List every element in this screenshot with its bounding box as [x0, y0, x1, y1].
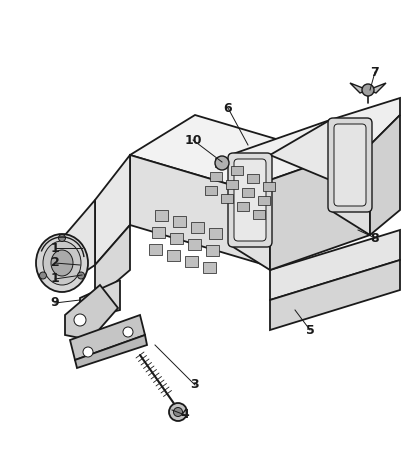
Bar: [173, 216, 185, 227]
Polygon shape: [70, 315, 145, 360]
Text: 1: 1: [50, 273, 59, 285]
Bar: [221, 194, 233, 203]
Bar: [214, 158, 226, 167]
Circle shape: [214, 156, 228, 170]
Circle shape: [58, 235, 65, 241]
Text: 2: 2: [50, 256, 59, 269]
Bar: [206, 245, 218, 256]
Polygon shape: [269, 260, 399, 330]
Polygon shape: [367, 83, 385, 93]
Polygon shape: [75, 335, 147, 368]
Polygon shape: [369, 115, 399, 235]
Circle shape: [83, 347, 93, 357]
Bar: [202, 262, 216, 273]
FancyBboxPatch shape: [327, 118, 371, 212]
Polygon shape: [95, 225, 130, 300]
FancyBboxPatch shape: [228, 153, 271, 247]
Bar: [204, 186, 216, 195]
Polygon shape: [264, 155, 329, 265]
Polygon shape: [80, 280, 120, 320]
Bar: [170, 233, 183, 244]
Bar: [166, 250, 180, 261]
Polygon shape: [130, 115, 329, 195]
Polygon shape: [349, 83, 367, 93]
Bar: [236, 202, 248, 211]
Text: 5: 5: [305, 323, 313, 336]
FancyBboxPatch shape: [233, 159, 266, 241]
Text: 8: 8: [370, 231, 378, 245]
Polygon shape: [65, 200, 95, 285]
Polygon shape: [269, 230, 399, 300]
Circle shape: [39, 272, 46, 279]
Bar: [257, 196, 269, 205]
Ellipse shape: [51, 250, 73, 276]
Bar: [242, 188, 254, 197]
FancyBboxPatch shape: [333, 124, 365, 206]
Bar: [188, 239, 201, 250]
Bar: [247, 174, 259, 183]
Polygon shape: [65, 285, 118, 340]
Circle shape: [74, 314, 86, 326]
Polygon shape: [130, 155, 264, 265]
Bar: [209, 228, 221, 239]
Bar: [185, 256, 197, 267]
Polygon shape: [269, 120, 369, 180]
Text: 9: 9: [50, 296, 59, 310]
Circle shape: [173, 408, 182, 417]
Polygon shape: [95, 155, 130, 265]
Circle shape: [169, 403, 187, 421]
Ellipse shape: [43, 241, 81, 285]
Bar: [154, 210, 168, 221]
Bar: [252, 210, 264, 219]
Text: 7: 7: [370, 66, 378, 78]
Bar: [262, 182, 274, 191]
Ellipse shape: [36, 234, 88, 292]
Text: 1: 1: [50, 241, 59, 255]
Bar: [209, 172, 221, 181]
Polygon shape: [230, 120, 369, 180]
Circle shape: [361, 84, 373, 96]
Polygon shape: [329, 120, 369, 235]
Text: 6: 6: [223, 102, 232, 114]
Circle shape: [77, 272, 84, 279]
Text: 3: 3: [190, 379, 199, 391]
Bar: [230, 166, 242, 175]
Polygon shape: [269, 145, 369, 270]
Text: 4: 4: [180, 408, 189, 421]
Bar: [190, 222, 204, 233]
Text: 10: 10: [184, 133, 201, 146]
Circle shape: [123, 327, 133, 337]
Bar: [225, 180, 237, 189]
Polygon shape: [329, 98, 399, 145]
Polygon shape: [230, 155, 269, 270]
Bar: [149, 244, 161, 255]
Bar: [152, 227, 165, 238]
